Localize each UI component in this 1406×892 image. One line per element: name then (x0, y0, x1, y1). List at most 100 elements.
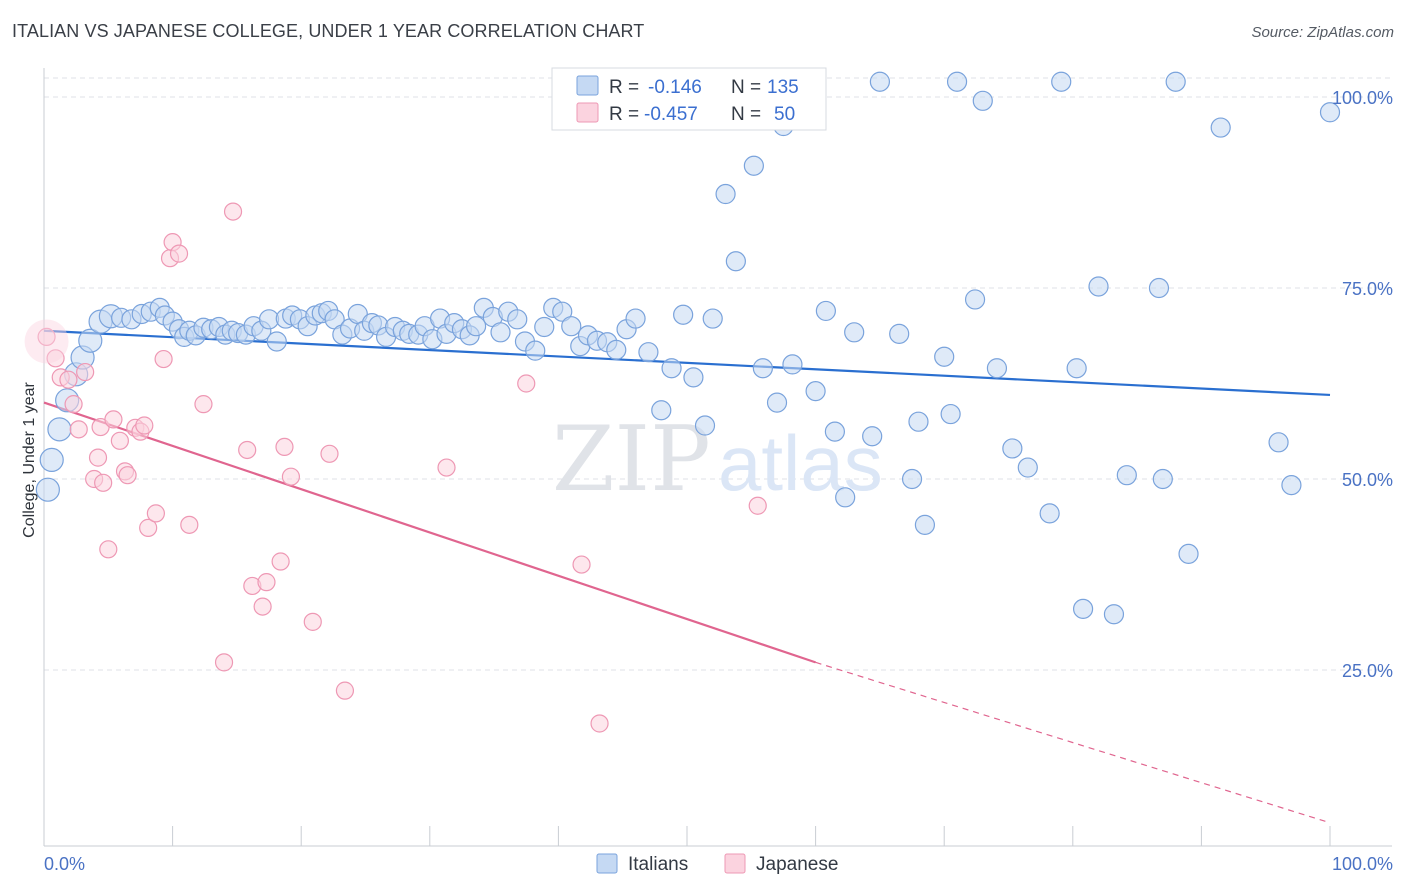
data-point (972, 90, 993, 111)
y-axis-tick-labels: 100.0% 75.0% 50.0% 25.0% (1332, 88, 1393, 681)
bottom-legend-italians: Italians (628, 854, 688, 875)
data-point (673, 304, 694, 325)
data-point (1051, 71, 1072, 92)
data-point (110, 431, 129, 450)
bottom-legend: Italians Japanese (596, 853, 838, 875)
data-point (766, 392, 788, 413)
data-point (507, 309, 528, 330)
data-point (1072, 598, 1094, 619)
data-point (683, 367, 704, 388)
data-point (752, 358, 773, 379)
data-point (1165, 71, 1186, 92)
legend-swatch-japanese (576, 102, 599, 123)
data-point (694, 415, 716, 436)
data-point (1066, 358, 1087, 379)
data-point (1103, 604, 1125, 625)
data-point (748, 496, 767, 515)
data-point (281, 467, 301, 486)
trend-line-italians (43, 329, 1331, 397)
legend-r-label-2: R = (609, 104, 639, 125)
data-point (271, 552, 290, 571)
data-point (104, 410, 123, 429)
italians-points (35, 71, 1341, 625)
data-point (517, 374, 536, 393)
bottom-legend-swatch-italians (596, 853, 618, 874)
data-point (651, 400, 672, 421)
data-point (335, 681, 355, 700)
data-point (139, 518, 158, 537)
data-point (1088, 276, 1109, 297)
legend-r-value-2: -0.457 (644, 104, 698, 125)
data-point (64, 395, 83, 414)
data-point (275, 437, 294, 457)
data-point (35, 477, 60, 502)
data-point (1210, 117, 1231, 138)
data-point (1152, 468, 1173, 490)
y-tick-label: 100.0% (1332, 88, 1393, 108)
data-point-cluster (24, 319, 69, 364)
data-point (465, 316, 487, 337)
data-point (525, 340, 546, 361)
y-tick-label: 75.0% (1342, 279, 1393, 299)
data-point (76, 362, 95, 382)
y-tick-label: 25.0% (1342, 661, 1393, 681)
data-point (661, 358, 682, 379)
data-point (1148, 277, 1170, 299)
watermark-atlas: atlas (718, 419, 883, 507)
data-point (490, 322, 511, 343)
data-point (606, 339, 627, 360)
data-point (99, 540, 118, 559)
data-point (238, 440, 257, 460)
data-point (964, 289, 986, 310)
data-point (47, 417, 72, 442)
data-point (725, 251, 746, 272)
data-point (986, 358, 1008, 379)
data-point (69, 420, 88, 439)
legend-n-value-1: 135 (767, 77, 799, 98)
chart-title: ITALIAN VS JAPANESE COLLEGE, UNDER 1 YEA… (12, 21, 645, 41)
data-point (901, 468, 923, 490)
data-point (437, 458, 456, 477)
data-point (169, 244, 189, 263)
data-point (782, 354, 803, 375)
data-point (88, 448, 108, 467)
data-point (46, 349, 65, 368)
trend-lines (43, 329, 1331, 824)
data-point (59, 370, 78, 389)
data-point (908, 411, 929, 432)
chart-source: Source: ZipAtlas.com (1251, 24, 1394, 41)
data-point (154, 349, 173, 369)
data-point (266, 331, 287, 352)
legend-box: R = -0.146 N = 135 R = -0.457 N = 50 (551, 67, 827, 131)
data-point (805, 381, 826, 402)
bottom-legend-swatch-japanese (724, 853, 746, 874)
data-point (194, 395, 213, 414)
data-point (1178, 543, 1199, 564)
data-point (1268, 432, 1289, 453)
legend-r-value-1: -0.146 (648, 77, 702, 98)
data-point (552, 301, 573, 322)
bottom-legend-japanese: Japanese (756, 854, 838, 875)
data-point (946, 71, 968, 92)
data-point (561, 316, 582, 337)
data-point (940, 403, 961, 425)
data-point (39, 447, 64, 472)
data-point (869, 71, 891, 92)
legend-n-label-2: N = (731, 104, 761, 125)
data-point (889, 323, 910, 344)
legend-swatch-italians (576, 75, 599, 96)
data-point (934, 346, 955, 367)
y-axis-title: College, Under 1 year (21, 382, 38, 538)
data-point (702, 308, 723, 329)
data-point (824, 421, 845, 442)
data-point (743, 155, 764, 176)
data-point (320, 444, 339, 463)
data-point (815, 300, 836, 322)
data-point (590, 714, 609, 733)
data-point (1039, 503, 1060, 524)
data-point (1116, 465, 1137, 486)
data-point (638, 342, 659, 363)
data-point (37, 327, 56, 346)
data-point (78, 328, 103, 353)
